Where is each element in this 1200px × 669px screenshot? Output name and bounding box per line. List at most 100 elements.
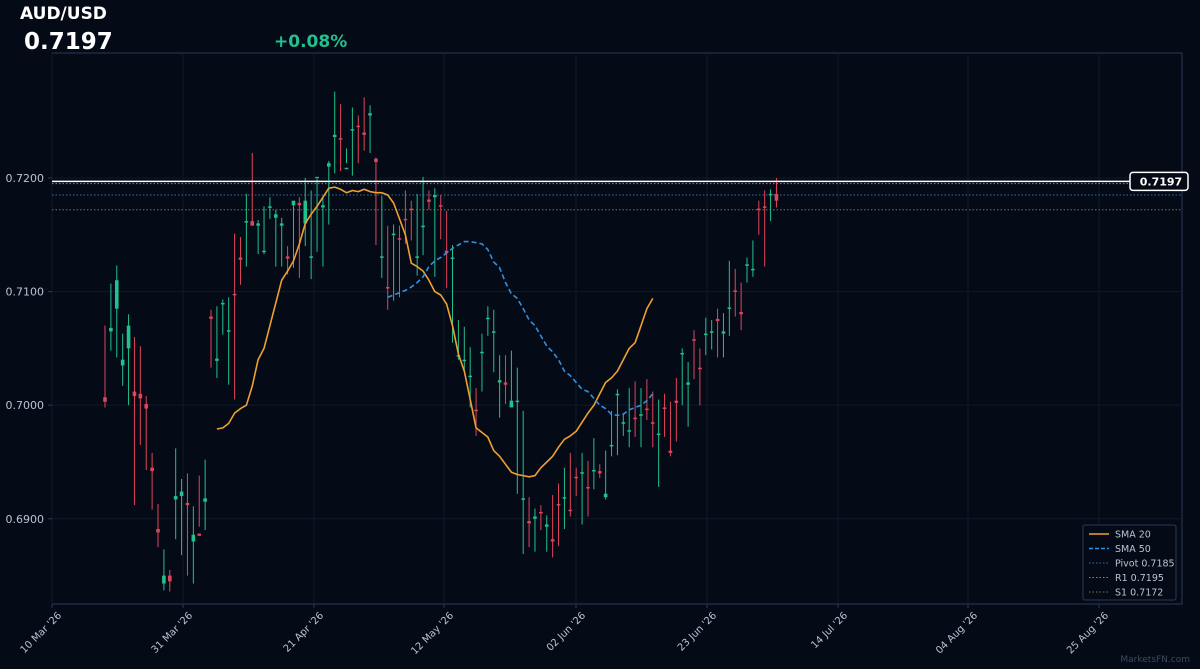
price-marker: 0.7197 <box>52 171 1189 192</box>
candle-body <box>327 163 331 167</box>
candle-body <box>627 430 632 432</box>
candle-body <box>592 469 596 472</box>
candle-body <box>315 176 319 179</box>
candle-body <box>291 200 296 206</box>
candle-body <box>756 208 761 211</box>
x-tick-label: 02 Jun '26 <box>545 610 588 653</box>
candle-body <box>544 524 549 527</box>
candles <box>103 91 779 592</box>
candle-body <box>521 498 525 500</box>
candle-body <box>556 504 561 506</box>
candle-body <box>550 539 555 542</box>
candle-body <box>444 250 449 253</box>
candle-body <box>167 575 172 582</box>
x-tick-label: 04 Aug '26 <box>934 610 980 656</box>
candle-body <box>527 521 531 524</box>
candle-body <box>650 422 655 424</box>
candle-body <box>633 417 637 420</box>
candle-body <box>215 358 219 361</box>
candle-body <box>568 509 573 512</box>
candle-body <box>468 375 472 378</box>
candle-body <box>297 202 302 206</box>
candle-body <box>609 444 614 447</box>
sma-50-line <box>387 240 654 417</box>
candle-body <box>680 352 685 355</box>
candle-body <box>698 367 702 370</box>
x-tick-label: 31 Mar '26 <box>150 610 196 656</box>
candle-body <box>721 331 726 334</box>
candle-body <box>238 257 243 260</box>
candle-body <box>421 225 425 228</box>
candle-body <box>745 264 749 266</box>
candle-body <box>403 218 408 221</box>
candle-body <box>515 400 520 403</box>
candle-body <box>226 330 231 332</box>
candle-body <box>120 359 125 366</box>
candle-body <box>321 205 325 208</box>
candle-body <box>162 575 166 584</box>
x-tick-label: 14 Jul '26 <box>809 610 850 651</box>
candle-body <box>586 486 590 489</box>
symbol-title: AUD/USD <box>20 4 107 24</box>
price-change: +0.08% <box>274 32 348 52</box>
candle-body <box>580 472 584 474</box>
plot-frame <box>51 52 1183 605</box>
x-tick-label: 23 Jun '26 <box>676 610 719 653</box>
candle-body <box>103 397 107 402</box>
candle-body <box>356 125 361 128</box>
candle-body <box>350 129 355 131</box>
candle-body <box>497 380 502 383</box>
candle-body <box>179 491 184 497</box>
candle-body <box>621 422 626 424</box>
level-lines <box>52 183 1182 211</box>
candle-body <box>191 534 196 542</box>
candle-body <box>385 287 390 289</box>
grid <box>51 53 1182 604</box>
current-price: 0.7197 <box>24 29 113 55</box>
candle-body <box>185 502 190 506</box>
candle-body <box>739 312 743 315</box>
candle-body <box>774 193 779 201</box>
candle-body <box>656 433 661 436</box>
candle-body <box>509 400 514 408</box>
candle-body <box>397 238 402 240</box>
candle-body <box>144 404 149 409</box>
candle-body <box>409 208 414 211</box>
candle-body <box>338 138 343 140</box>
candle-body <box>751 268 755 271</box>
candle-body <box>715 318 720 322</box>
candle-body <box>450 257 455 259</box>
y-tick-label: 0.7100 <box>6 286 45 299</box>
candle-body <box>686 382 690 385</box>
candle-body <box>391 233 396 236</box>
candle-body <box>762 206 767 208</box>
candle-body <box>279 223 284 226</box>
candle-body <box>268 206 272 208</box>
legend-box <box>1082 524 1177 601</box>
candle-body <box>768 193 773 196</box>
candle-body <box>491 331 496 333</box>
price-badge-label: 0.7197 <box>1140 175 1182 188</box>
candle-body <box>692 339 696 341</box>
candle-body <box>474 409 478 412</box>
candle-body <box>232 293 237 296</box>
candle-body <box>480 351 484 354</box>
candle-body <box>486 317 490 320</box>
x-axis: 10 Mar '26 31 Mar '26 21 Apr '26 12 May '26… <box>19 604 1111 657</box>
legend-entry: SMA 20 <box>1115 530 1151 541</box>
candle-body <box>645 408 649 411</box>
candle-body <box>415 256 419 258</box>
price-badge <box>1129 171 1189 192</box>
candle-body <box>221 302 225 305</box>
candle-body <box>250 221 255 226</box>
candle-body <box>368 113 372 116</box>
candle-body <box>114 280 119 309</box>
candle-body <box>244 221 249 223</box>
candle-body <box>433 195 437 198</box>
candle-body <box>703 333 708 336</box>
y-tick-label: 0.6900 <box>6 513 45 526</box>
candle-body <box>533 516 537 519</box>
candle-body <box>173 496 178 500</box>
legend-entry: Pivot 0.7185 <box>1115 559 1175 570</box>
